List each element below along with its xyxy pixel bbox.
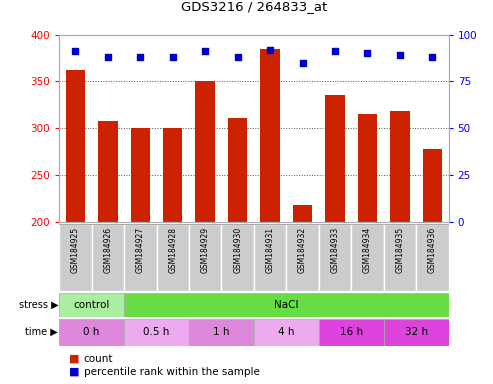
Bar [59, 293, 124, 317]
Text: 0.5 h: 0.5 h [143, 327, 170, 337]
Text: percentile rank within the sample: percentile rank within the sample [84, 367, 260, 377]
Text: GSM184928: GSM184928 [168, 227, 177, 273]
Text: GSM184935: GSM184935 [395, 227, 404, 273]
Bar [286, 224, 319, 291]
Bar [124, 293, 449, 317]
Text: GSM184936: GSM184936 [428, 227, 437, 273]
Point [201, 48, 209, 55]
Bar [59, 224, 92, 291]
Text: GSM184927: GSM184927 [136, 227, 145, 273]
Bar [221, 224, 254, 291]
Bar [351, 224, 384, 291]
Text: stress ▶: stress ▶ [19, 300, 58, 310]
Bar [189, 224, 221, 291]
Text: 16 h: 16 h [340, 327, 363, 337]
Text: ■: ■ [69, 367, 79, 377]
Bar [254, 319, 319, 346]
Bar [254, 224, 286, 291]
Text: 1 h: 1 h [213, 327, 230, 337]
Text: GSM184932: GSM184932 [298, 227, 307, 273]
Text: ■: ■ [69, 354, 79, 364]
Bar [260, 49, 280, 222]
Bar [66, 70, 85, 222]
Bar [92, 224, 124, 291]
Text: GSM184934: GSM184934 [363, 227, 372, 273]
Bar [325, 96, 345, 222]
Point [299, 60, 307, 66]
Bar [124, 319, 189, 346]
Text: count: count [84, 354, 113, 364]
Text: 4 h: 4 h [278, 327, 295, 337]
Bar [319, 319, 384, 346]
Text: 0 h: 0 h [83, 327, 100, 337]
Point [363, 50, 371, 56]
Bar [131, 128, 150, 222]
Point [266, 46, 274, 53]
Point [331, 48, 339, 55]
Text: NaCl: NaCl [274, 300, 299, 310]
Text: GSM184926: GSM184926 [104, 227, 112, 273]
Bar [423, 149, 442, 222]
Bar [228, 118, 247, 222]
Bar [124, 224, 156, 291]
Bar [319, 224, 351, 291]
Text: control: control [73, 300, 110, 310]
Text: GSM184933: GSM184933 [330, 227, 340, 273]
Bar [416, 224, 449, 291]
Text: 32 h: 32 h [405, 327, 428, 337]
Bar [384, 319, 449, 346]
Point [428, 54, 436, 60]
Point [234, 54, 242, 60]
Text: GSM184925: GSM184925 [71, 227, 80, 273]
Bar [195, 81, 215, 222]
Point [396, 52, 404, 58]
Point [169, 54, 176, 60]
Bar [390, 111, 410, 222]
Bar [98, 121, 117, 222]
Bar [163, 128, 182, 222]
Bar [384, 224, 416, 291]
Text: GSM184930: GSM184930 [233, 227, 242, 273]
Bar [59, 319, 124, 346]
Bar [156, 224, 189, 291]
Bar [293, 205, 313, 222]
Point [104, 54, 112, 60]
Bar [189, 319, 254, 346]
Text: GSM184931: GSM184931 [266, 227, 275, 273]
Text: GSM184929: GSM184929 [201, 227, 210, 273]
Point [137, 54, 144, 60]
Text: time ▶: time ▶ [26, 327, 58, 337]
Bar [358, 114, 377, 222]
Point [71, 48, 79, 55]
Text: GDS3216 / 264833_at: GDS3216 / 264833_at [181, 0, 327, 13]
